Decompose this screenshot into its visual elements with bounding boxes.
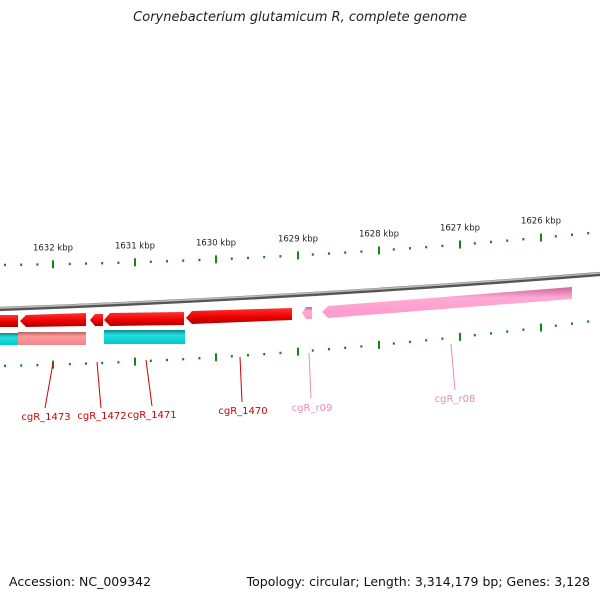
gene-feature-cgR_r08[interactable] xyxy=(322,287,572,318)
feature-cyan-right[interactable] xyxy=(104,330,185,344)
ruler-labels: 1632 kbp 1631 kbp 1630 kbp 1629 kbp 1628 kbp… xyxy=(33,217,561,254)
feature-cyan-left[interactable] xyxy=(0,333,18,345)
gene-label-cgR_r08[interactable]: cgR_r08 xyxy=(435,394,476,405)
ruler-label: 1632 kbp xyxy=(33,243,73,253)
genome-summary-text: Topology: circular; Length: 3,314,179 bp… xyxy=(246,574,590,589)
ruler-ticks-outer xyxy=(4,231,590,269)
secondary-track xyxy=(0,330,185,345)
ruler-label: 1626 kbp xyxy=(521,217,561,227)
feature-salmon[interactable] xyxy=(18,332,86,345)
gene-label-cgR_1473[interactable]: cgR_1473 xyxy=(21,412,70,423)
ruler-label: 1629 kbp xyxy=(278,234,318,244)
gene-labels: cgR_1473 cgR_1472 cgR_1471 cgR_1470 cgR_… xyxy=(21,394,475,423)
leader-cgR_1473 xyxy=(44,362,54,409)
gene-feature-cgR_1473[interactable] xyxy=(0,315,18,327)
ruler-label: 1630 kbp xyxy=(196,238,236,248)
ruler-label: 1628 kbp xyxy=(359,229,399,239)
leader-cgR_r08 xyxy=(450,343,456,391)
leader-cgR_r09 xyxy=(308,352,312,399)
genome-backbone xyxy=(0,271,600,312)
gene-feature-cgR_1471[interactable] xyxy=(104,312,184,326)
gene-feature-cgR_r09[interactable] xyxy=(302,307,312,319)
gene-label-cgR_r09[interactable]: cgR_r09 xyxy=(292,403,333,414)
genome-backbone-highlight xyxy=(0,272,600,309)
gene-label-lines xyxy=(44,343,456,409)
gene-label-cgR_1471[interactable]: cgR_1471 xyxy=(127,410,176,421)
ruler-label: 1627 kbp xyxy=(440,224,480,234)
leader-cgR_1472 xyxy=(96,361,102,409)
ruler-label: 1631 kbp xyxy=(115,241,155,251)
ruler-ticks-inner xyxy=(4,320,590,369)
leader-cgR_1470 xyxy=(239,356,243,403)
accession-text: Accession: NC_009342 xyxy=(9,574,152,589)
leader-cgR_1471 xyxy=(145,359,153,407)
gene-feature-cgR_1472[interactable] xyxy=(90,314,103,326)
map-title: Corynebacterium glutamicum R, complete g… xyxy=(133,10,467,25)
gene-label-cgR_1470[interactable]: cgR_1470 xyxy=(218,406,267,417)
gene-feature-cgR_1473b[interactable] xyxy=(20,313,86,327)
gene-feature-cgR_1470[interactable] xyxy=(186,308,292,324)
cds-track xyxy=(0,287,572,327)
gene-label-cgR_1472[interactable]: cgR_1472 xyxy=(77,411,126,422)
